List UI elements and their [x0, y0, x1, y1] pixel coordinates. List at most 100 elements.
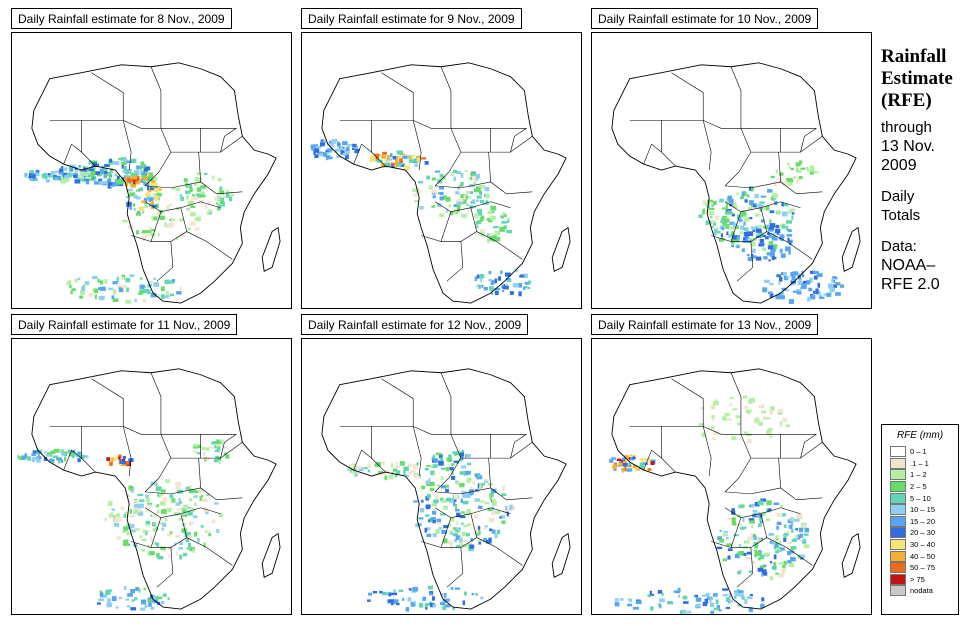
country-border	[671, 72, 704, 121]
rain-cell	[143, 288, 150, 293]
rain-cell	[677, 588, 680, 594]
rain-cell	[119, 459, 122, 464]
rain-cell	[197, 537, 200, 543]
rain-cell	[701, 594, 708, 597]
rain-cell	[481, 215, 484, 219]
rain-cell	[340, 150, 345, 155]
rain-cell	[219, 201, 225, 205]
rain-cell	[770, 250, 776, 253]
rain-cell	[451, 471, 454, 475]
rain-cell	[153, 188, 160, 193]
daily-label: Daily	[881, 188, 915, 205]
rain-cell	[156, 553, 160, 558]
rain-cell	[313, 149, 316, 155]
rain-cell	[125, 169, 132, 174]
rain-cell	[523, 286, 526, 291]
rain-cell	[381, 155, 386, 159]
country-border	[220, 128, 237, 153]
rain-cell	[616, 458, 622, 462]
rain-cell	[121, 161, 127, 165]
rain-cell	[204, 530, 208, 533]
rain-cell	[393, 589, 396, 594]
rain-cell	[112, 298, 119, 303]
rain-cell	[186, 194, 189, 200]
title-line: (RFE)	[881, 90, 932, 111]
rain-cell	[206, 447, 210, 451]
rain-cell	[367, 469, 371, 473]
rain-cell	[129, 515, 136, 518]
rain-cell	[188, 485, 192, 490]
rain-cell	[788, 209, 792, 214]
rain-cell	[451, 475, 456, 480]
rain-cell	[456, 512, 461, 518]
rain-cell	[762, 234, 766, 237]
rain-cell	[763, 256, 768, 260]
rain-cell	[413, 600, 416, 604]
rain-cell	[418, 181, 424, 184]
rain-cell	[790, 546, 794, 550]
rain-cell	[206, 494, 209, 497]
rain-cell	[494, 278, 498, 284]
rain-cell	[434, 170, 441, 173]
rain-cell	[783, 560, 787, 565]
rain-cell	[390, 602, 394, 606]
rain-cell	[649, 590, 652, 595]
rain-cell	[141, 538, 147, 542]
legend-swatch	[890, 492, 906, 504]
rain-cell	[192, 548, 195, 554]
rain-cell	[739, 230, 743, 235]
rain-cell	[705, 203, 710, 207]
rain-cell	[748, 570, 752, 574]
rain-cell	[796, 170, 802, 173]
rain-cell	[194, 531, 198, 537]
rain-cell	[702, 200, 707, 205]
rain-cell	[325, 156, 329, 161]
rain-cell	[427, 585, 433, 590]
rain-cell	[614, 601, 620, 607]
rain-cell	[147, 544, 151, 548]
rain-cell	[431, 511, 437, 515]
rain-cell	[349, 464, 355, 469]
rain-cell	[622, 457, 626, 461]
rain-cell	[44, 450, 47, 454]
country-border	[49, 120, 161, 129]
rain-cell	[485, 200, 489, 204]
rain-cell	[711, 415, 715, 419]
rain-cell	[527, 286, 531, 290]
legend-swatch	[890, 481, 906, 493]
rain-cell	[408, 471, 412, 476]
country-border	[736, 547, 754, 588]
rain-cell	[448, 529, 455, 534]
rain-cell	[145, 192, 151, 197]
rain-cell	[82, 173, 85, 176]
rain-cell	[433, 499, 439, 504]
rain-cell	[205, 511, 209, 515]
country-border	[441, 513, 478, 548]
rain-cell	[773, 561, 777, 567]
rain-cell	[755, 417, 759, 423]
rain-cell	[440, 485, 447, 489]
rain-cell	[186, 547, 190, 550]
rain-cell	[792, 271, 798, 276]
rain-cell	[397, 150, 403, 155]
rain-cell	[32, 178, 36, 181]
rain-cell	[156, 213, 160, 216]
rain-cell	[497, 276, 502, 281]
rain-cell	[624, 455, 629, 460]
rain-cell	[483, 286, 488, 291]
rain-cell	[466, 208, 471, 212]
rain-cell	[328, 142, 334, 146]
rain-cell	[139, 535, 143, 538]
africa-coastline	[31, 62, 277, 304]
rain-cell	[790, 271, 794, 277]
rain-cell	[455, 480, 458, 483]
rain-cell	[776, 521, 782, 526]
rain-cell	[698, 423, 705, 427]
rain-cell	[779, 278, 783, 282]
rain-cell	[140, 607, 146, 611]
rain-cell	[161, 527, 165, 531]
rain-cell	[801, 274, 805, 277]
rain-cell	[80, 172, 83, 175]
rain-cell	[369, 158, 373, 163]
rain-cell	[710, 215, 713, 219]
